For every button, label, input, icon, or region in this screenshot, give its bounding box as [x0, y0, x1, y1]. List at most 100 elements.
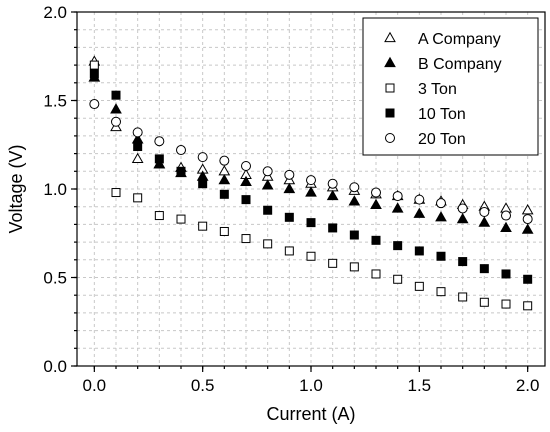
- data-point: [133, 193, 143, 203]
- data-point: [263, 239, 273, 249]
- x-tick-labels: 0.0 0.5 1.0 1.5 2.0: [83, 376, 540, 395]
- data-point: [218, 173, 231, 185]
- legend-marker: [384, 31, 396, 43]
- data-point: [131, 152, 144, 164]
- y-tick-label: 0.0: [43, 357, 67, 376]
- data-point: [521, 223, 534, 234]
- data-point: [241, 195, 251, 205]
- x-tick-label: 0.0: [83, 376, 107, 395]
- data-point: [89, 99, 100, 110]
- data-point: [132, 127, 143, 138]
- data-point: [306, 175, 316, 186]
- y-axis-title: Voltage (V): [6, 144, 26, 233]
- legend-marker: [385, 133, 395, 143]
- series-b-company: [88, 71, 534, 234]
- data-point: [348, 195, 361, 206]
- data-point: [153, 158, 166, 169]
- data-point: [457, 203, 468, 214]
- data-point: [478, 216, 491, 227]
- data-markers: [88, 55, 534, 311]
- data-point: [371, 235, 381, 245]
- x-tick-label: 1.0: [299, 376, 323, 395]
- data-point: [458, 292, 468, 302]
- data-point: [198, 179, 208, 189]
- data-point: [349, 230, 359, 240]
- data-point: [436, 251, 446, 261]
- data-point: [154, 136, 165, 147]
- data-point: [414, 281, 424, 291]
- data-point: [458, 257, 468, 267]
- data-point: [198, 221, 208, 231]
- series-20-ton: [89, 99, 533, 225]
- data-point: [501, 269, 511, 279]
- data-point: [262, 166, 273, 177]
- data-point: [436, 198, 446, 209]
- data-point: [522, 214, 533, 225]
- x-axis-title: Current (A): [266, 404, 355, 424]
- legend: A Company B Company 3 Ton 10 Ton 20 Ton: [362, 17, 539, 156]
- axis-ticks: [71, 11, 529, 372]
- data-point: [283, 182, 296, 194]
- data-point: [111, 116, 121, 127]
- legend-entry: B Company: [384, 56, 502, 73]
- data-point: [284, 212, 294, 222]
- data-point: [479, 264, 489, 274]
- data-point: [349, 182, 360, 193]
- data-point: [284, 169, 295, 180]
- legend-marker: [385, 108, 395, 118]
- data-point: [435, 211, 447, 222]
- data-point: [370, 198, 382, 210]
- legend-entry: A Company: [384, 31, 501, 48]
- legend-label: 10 Ton: [418, 106, 466, 123]
- y-tick-label: 1.5: [43, 92, 67, 111]
- data-point: [414, 194, 425, 205]
- legend-label: B Company: [418, 56, 502, 73]
- data-point: [111, 90, 121, 100]
- data-point: [241, 234, 251, 244]
- data-point: [392, 191, 403, 202]
- data-point: [436, 287, 446, 297]
- data-point: [393, 241, 403, 251]
- data-point: [89, 69, 99, 79]
- data-point: [371, 187, 381, 198]
- legend-label: 3 Ton: [418, 81, 457, 98]
- data-point: [219, 155, 230, 166]
- y-tick-label: 1.0: [43, 180, 67, 199]
- data-point: [391, 202, 404, 213]
- data-point: [176, 166, 186, 176]
- data-point: [261, 179, 274, 190]
- data-point: [328, 258, 338, 268]
- x-tick-label: 0.5: [191, 376, 215, 395]
- data-point: [521, 204, 534, 215]
- data-point: [263, 205, 273, 215]
- data-point: [479, 207, 490, 218]
- data-point: [328, 223, 338, 233]
- legend-label: A Company: [418, 31, 501, 48]
- y-tick-labels: 0.0 0.5 1.0 1.5 2.0: [43, 3, 67, 376]
- legend-entries: A Company B Company 3 Ton 10 Ton 20 Ton: [384, 31, 502, 148]
- data-point: [413, 207, 426, 218]
- data-point: [371, 269, 381, 279]
- x-tick-label: 1.5: [408, 376, 432, 395]
- y-tick-label: 2.0: [43, 3, 67, 22]
- data-point: [479, 297, 489, 307]
- legend-entry: 3 Ton: [385, 81, 457, 98]
- data-point: [456, 212, 469, 224]
- data-point: [240, 175, 252, 187]
- y-tick-label: 0.5: [43, 269, 67, 288]
- data-point: [111, 188, 121, 198]
- data-point: [154, 211, 164, 221]
- legend-entry: 20 Ton: [385, 131, 466, 148]
- data-point: [523, 274, 533, 284]
- legend-entry: 10 Ton: [385, 106, 466, 123]
- data-point: [219, 189, 229, 199]
- data-point: [501, 299, 511, 309]
- data-point: [414, 246, 424, 256]
- data-point: [241, 160, 251, 171]
- series-3-ton: [89, 60, 533, 311]
- data-point: [176, 214, 186, 224]
- series-10-ton: [89, 69, 533, 284]
- data-point: [306, 251, 316, 261]
- x-tick-label: 2.0: [516, 376, 540, 395]
